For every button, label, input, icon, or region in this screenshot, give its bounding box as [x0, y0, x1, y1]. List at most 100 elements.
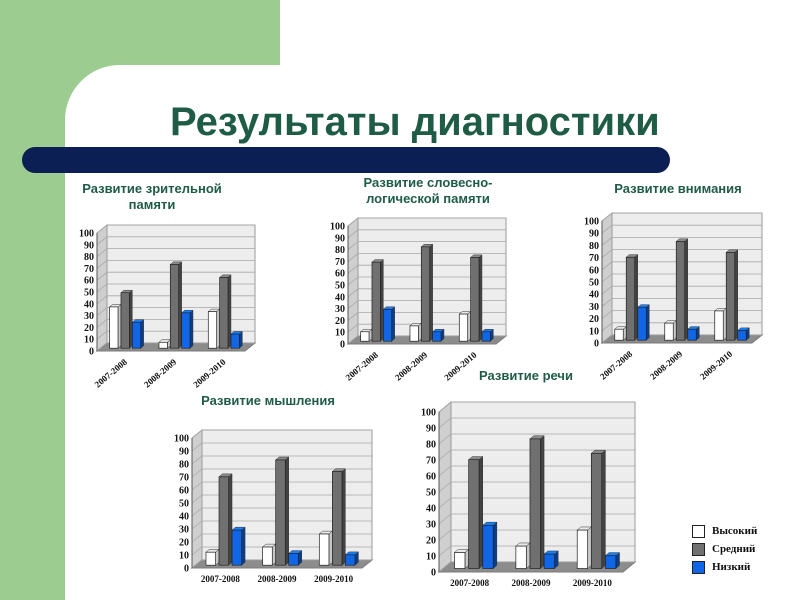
bar-front [614, 328, 624, 341]
bar-side [587, 526, 592, 570]
bar-side [526, 542, 531, 570]
gridline [96, 307, 255, 316]
gridline [191, 546, 372, 556]
bar-medium [420, 243, 434, 342]
gridline [347, 264, 506, 274]
chart-title-thinking: Развитие мышления [178, 393, 358, 409]
y-tick-label: 30 [84, 311, 94, 322]
page-title: Результаты диагностики [170, 100, 660, 144]
bar-high [664, 320, 677, 341]
bar-low [543, 550, 559, 570]
bar-high [614, 326, 627, 341]
gridline [96, 295, 255, 305]
bar-side [601, 449, 606, 570]
y-tick-label: 10 [84, 335, 94, 346]
bar-side [478, 254, 483, 342]
bar-low [131, 319, 145, 349]
y-tick-label: 100 [79, 229, 94, 240]
chart-title-verbal-logic-memory: Развитие словесно-логической памяти [338, 175, 518, 207]
y-tick-label: 50 [179, 499, 189, 510]
bar-medium [169, 261, 183, 349]
bar-front [120, 292, 130, 349]
chart-title-visual-memory: Развитие зрительной памяти [62, 181, 242, 213]
y-tick-label: 60 [589, 265, 599, 276]
bar-side [391, 306, 395, 342]
chart-title-speech: Развитие речи [436, 368, 616, 384]
bar-front [231, 529, 243, 566]
gridline [601, 224, 762, 234]
bar-high [453, 548, 470, 570]
bar-high [515, 542, 531, 570]
bar-high [714, 307, 727, 341]
bar-front [714, 310, 724, 341]
y-tick-label: 80 [84, 252, 94, 263]
bar-front [332, 471, 343, 566]
gridline [191, 533, 372, 543]
y-tick-label: 70 [335, 257, 345, 268]
bar-medium [218, 473, 233, 566]
gridline [96, 260, 255, 269]
gridline [96, 319, 255, 328]
bar-high [359, 328, 373, 342]
bar-front [529, 438, 541, 569]
bar-front [207, 311, 218, 349]
title-underline-bar [22, 147, 670, 173]
bar-high [409, 322, 422, 342]
y-tick-label: 50 [84, 288, 94, 299]
bar-chart-thinking: 0 10 20 30 40 50 60 70 80 90 100 2007-2008 2008-2009… [174, 428, 374, 584]
y-tick-label: 0 [89, 347, 94, 358]
bar-high [158, 339, 171, 349]
chart-title-text: Развитие речи [479, 368, 573, 383]
bar-medium [275, 456, 290, 566]
bar-low [431, 328, 445, 342]
gridline [96, 236, 255, 246]
gridline [96, 248, 255, 257]
bar-side [328, 530, 333, 566]
bar-side [684, 238, 688, 341]
chart-title-text: Развитие словесно-логической памяти [363, 175, 493, 206]
chart-title-attention: Развитие внимания [588, 181, 768, 197]
bar-low [288, 550, 303, 566]
bar-low [231, 526, 246, 566]
y-tick-label: 30 [335, 304, 345, 315]
bar-side [189, 309, 194, 349]
bar-side [341, 468, 346, 566]
bar-high [458, 311, 472, 342]
gridline [438, 481, 635, 493]
gridline [347, 300, 506, 309]
bar-front [458, 313, 469, 342]
legend-item-low: Низкий [692, 558, 757, 576]
bar-medium [725, 249, 739, 341]
legend-swatch-medium [692, 542, 705, 556]
y-tick-label: 0 [184, 564, 189, 575]
bar-front [637, 306, 647, 341]
x-tick-label: 2008-2009 [648, 349, 685, 382]
bar-front [371, 261, 381, 342]
gridline [191, 468, 372, 478]
y-tick-label: 0 [431, 568, 436, 579]
y-tick-label: 60 [84, 276, 94, 287]
y-tick-label: 30 [426, 520, 436, 531]
y-tick-label: 80 [179, 460, 189, 471]
chart-title-text: Развитие зрительной памяти [82, 181, 222, 212]
bar-low [604, 552, 621, 570]
bar-front [481, 331, 491, 342]
y-tick-label: 80 [589, 241, 599, 252]
bar-side [216, 308, 220, 349]
bar-medium [590, 449, 607, 570]
x-tick-label: 2007-2008 [201, 574, 240, 584]
y-tick-label: 10 [426, 552, 436, 563]
legend-swatch-high [692, 524, 705, 538]
legend-swatch-low [692, 560, 705, 574]
bar-medium [371, 259, 384, 342]
bar-front [109, 306, 119, 349]
bar-side [380, 259, 384, 342]
y-tick-label: 10 [589, 326, 599, 337]
gridline [438, 449, 635, 461]
bar-front [454, 552, 466, 569]
bar-medium [469, 254, 483, 342]
gridline [438, 529, 635, 541]
bar-low [687, 326, 700, 341]
y-tick-label: 30 [179, 525, 189, 536]
